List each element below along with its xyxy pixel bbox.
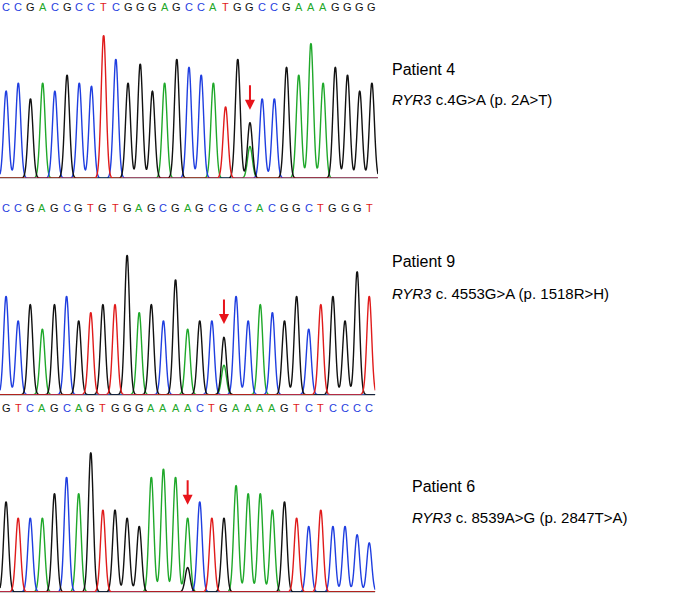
svg-text:A: A: [232, 402, 240, 414]
svg-text:A: A: [184, 202, 192, 214]
svg-text:G: G: [341, 202, 350, 214]
svg-text:G: G: [195, 202, 204, 214]
svg-text:G: G: [280, 202, 289, 214]
svg-text:A: A: [268, 402, 276, 414]
svg-text:G: G: [331, 1, 340, 13]
svg-text:G: G: [355, 1, 364, 13]
svg-text:C: C: [208, 202, 216, 214]
svg-text:C: C: [365, 402, 373, 414]
svg-text:G: G: [74, 202, 83, 214]
svg-text:G: G: [367, 1, 376, 13]
svg-text:G: G: [282, 1, 291, 13]
svg-text:A: A: [184, 402, 192, 414]
svg-text:C: C: [197, 1, 205, 13]
svg-text:G: G: [172, 1, 181, 13]
svg-text:RYR3 c. 4553G>A (p. 1518R>H): RYR3 c. 4553G>A (p. 1518R>H): [392, 285, 609, 302]
svg-text:G: G: [124, 1, 133, 13]
svg-text:A: A: [172, 402, 180, 414]
svg-text:G: G: [123, 202, 132, 214]
svg-text:A: A: [244, 402, 252, 414]
svg-text:C: C: [341, 402, 349, 414]
svg-text:RYR3 c. 8539A>G (p. 2847T>A): RYR3 c. 8539A>G (p. 2847T>A): [412, 509, 627, 526]
svg-text:C: C: [14, 1, 22, 13]
svg-text:G: G: [63, 1, 72, 13]
svg-text:G: G: [328, 202, 337, 214]
svg-text:T: T: [317, 202, 324, 214]
svg-text:G: G: [219, 402, 228, 414]
svg-text:G: G: [136, 1, 145, 13]
svg-text:A: A: [38, 202, 46, 214]
svg-text:G: G: [219, 202, 228, 214]
svg-text:G: G: [245, 1, 254, 13]
svg-text:C: C: [14, 202, 22, 214]
svg-text:T: T: [222, 1, 229, 13]
svg-text:A: A: [295, 1, 303, 13]
svg-text:C: C: [305, 402, 313, 414]
svg-text:C: C: [51, 1, 59, 13]
svg-text:C: C: [75, 1, 83, 13]
svg-text:T: T: [366, 202, 373, 214]
svg-text:G: G: [98, 202, 107, 214]
svg-text:A: A: [135, 202, 143, 214]
svg-text:G: G: [148, 1, 157, 13]
svg-text:A: A: [256, 202, 264, 214]
svg-text:C: C: [329, 402, 337, 414]
svg-text:C: C: [305, 202, 313, 214]
svg-text:G: G: [123, 402, 132, 414]
svg-text:A: A: [159, 402, 167, 414]
svg-text:A: A: [161, 1, 169, 13]
svg-text:C: C: [2, 202, 10, 214]
svg-text:C: C: [270, 1, 278, 13]
svg-text:T: T: [112, 202, 119, 214]
svg-text:C: C: [196, 402, 204, 414]
svg-text:T: T: [15, 402, 22, 414]
svg-text:G: G: [26, 202, 35, 214]
svg-text:G: G: [26, 1, 35, 13]
svg-text:A: A: [39, 1, 47, 13]
svg-text:C: C: [63, 202, 71, 214]
svg-text:Patient 9: Patient 9: [392, 253, 455, 270]
svg-text:G: G: [233, 1, 242, 13]
svg-text:C: C: [26, 402, 34, 414]
svg-text:T: T: [293, 402, 300, 414]
svg-text:C: C: [2, 1, 10, 13]
svg-text:G: G: [343, 1, 352, 13]
svg-text:A: A: [307, 1, 315, 13]
svg-text:A: A: [256, 402, 264, 414]
svg-text:A: A: [319, 1, 327, 13]
svg-text:C: C: [268, 202, 276, 214]
svg-text:C: C: [244, 202, 252, 214]
svg-text:G: G: [2, 402, 11, 414]
svg-text:G: G: [280, 402, 289, 414]
svg-text:G: G: [111, 402, 120, 414]
svg-text:A: A: [147, 402, 155, 414]
svg-text:G: G: [50, 402, 59, 414]
svg-text:A: A: [38, 402, 46, 414]
svg-text:C: C: [258, 1, 266, 13]
svg-text:T: T: [99, 402, 106, 414]
svg-text:T: T: [208, 402, 215, 414]
svg-text:C: C: [63, 402, 71, 414]
svg-text:G: G: [135, 402, 144, 414]
svg-text:C: C: [159, 202, 167, 214]
svg-text:G: G: [50, 202, 59, 214]
svg-text:A: A: [75, 402, 83, 414]
svg-text:T: T: [100, 1, 107, 13]
svg-text:G: G: [353, 202, 362, 214]
svg-text:T: T: [317, 402, 324, 414]
svg-text:Patient 6: Patient 6: [412, 478, 475, 495]
svg-text:G: G: [292, 202, 301, 214]
svg-text:G: G: [171, 202, 180, 214]
svg-text:C: C: [185, 1, 193, 13]
svg-text:T: T: [87, 202, 94, 214]
svg-text:G: G: [86, 402, 95, 414]
svg-text:G: G: [147, 202, 156, 214]
svg-text:RYR3 c.4G>A (p. 2A>T): RYR3 c.4G>A (p. 2A>T): [392, 91, 552, 108]
svg-text:Patient 4: Patient 4: [392, 61, 455, 78]
svg-text:C: C: [87, 1, 95, 13]
svg-text:C: C: [112, 1, 120, 13]
svg-text:C: C: [353, 402, 361, 414]
svg-text:A: A: [209, 1, 217, 13]
svg-text:C: C: [232, 202, 240, 214]
